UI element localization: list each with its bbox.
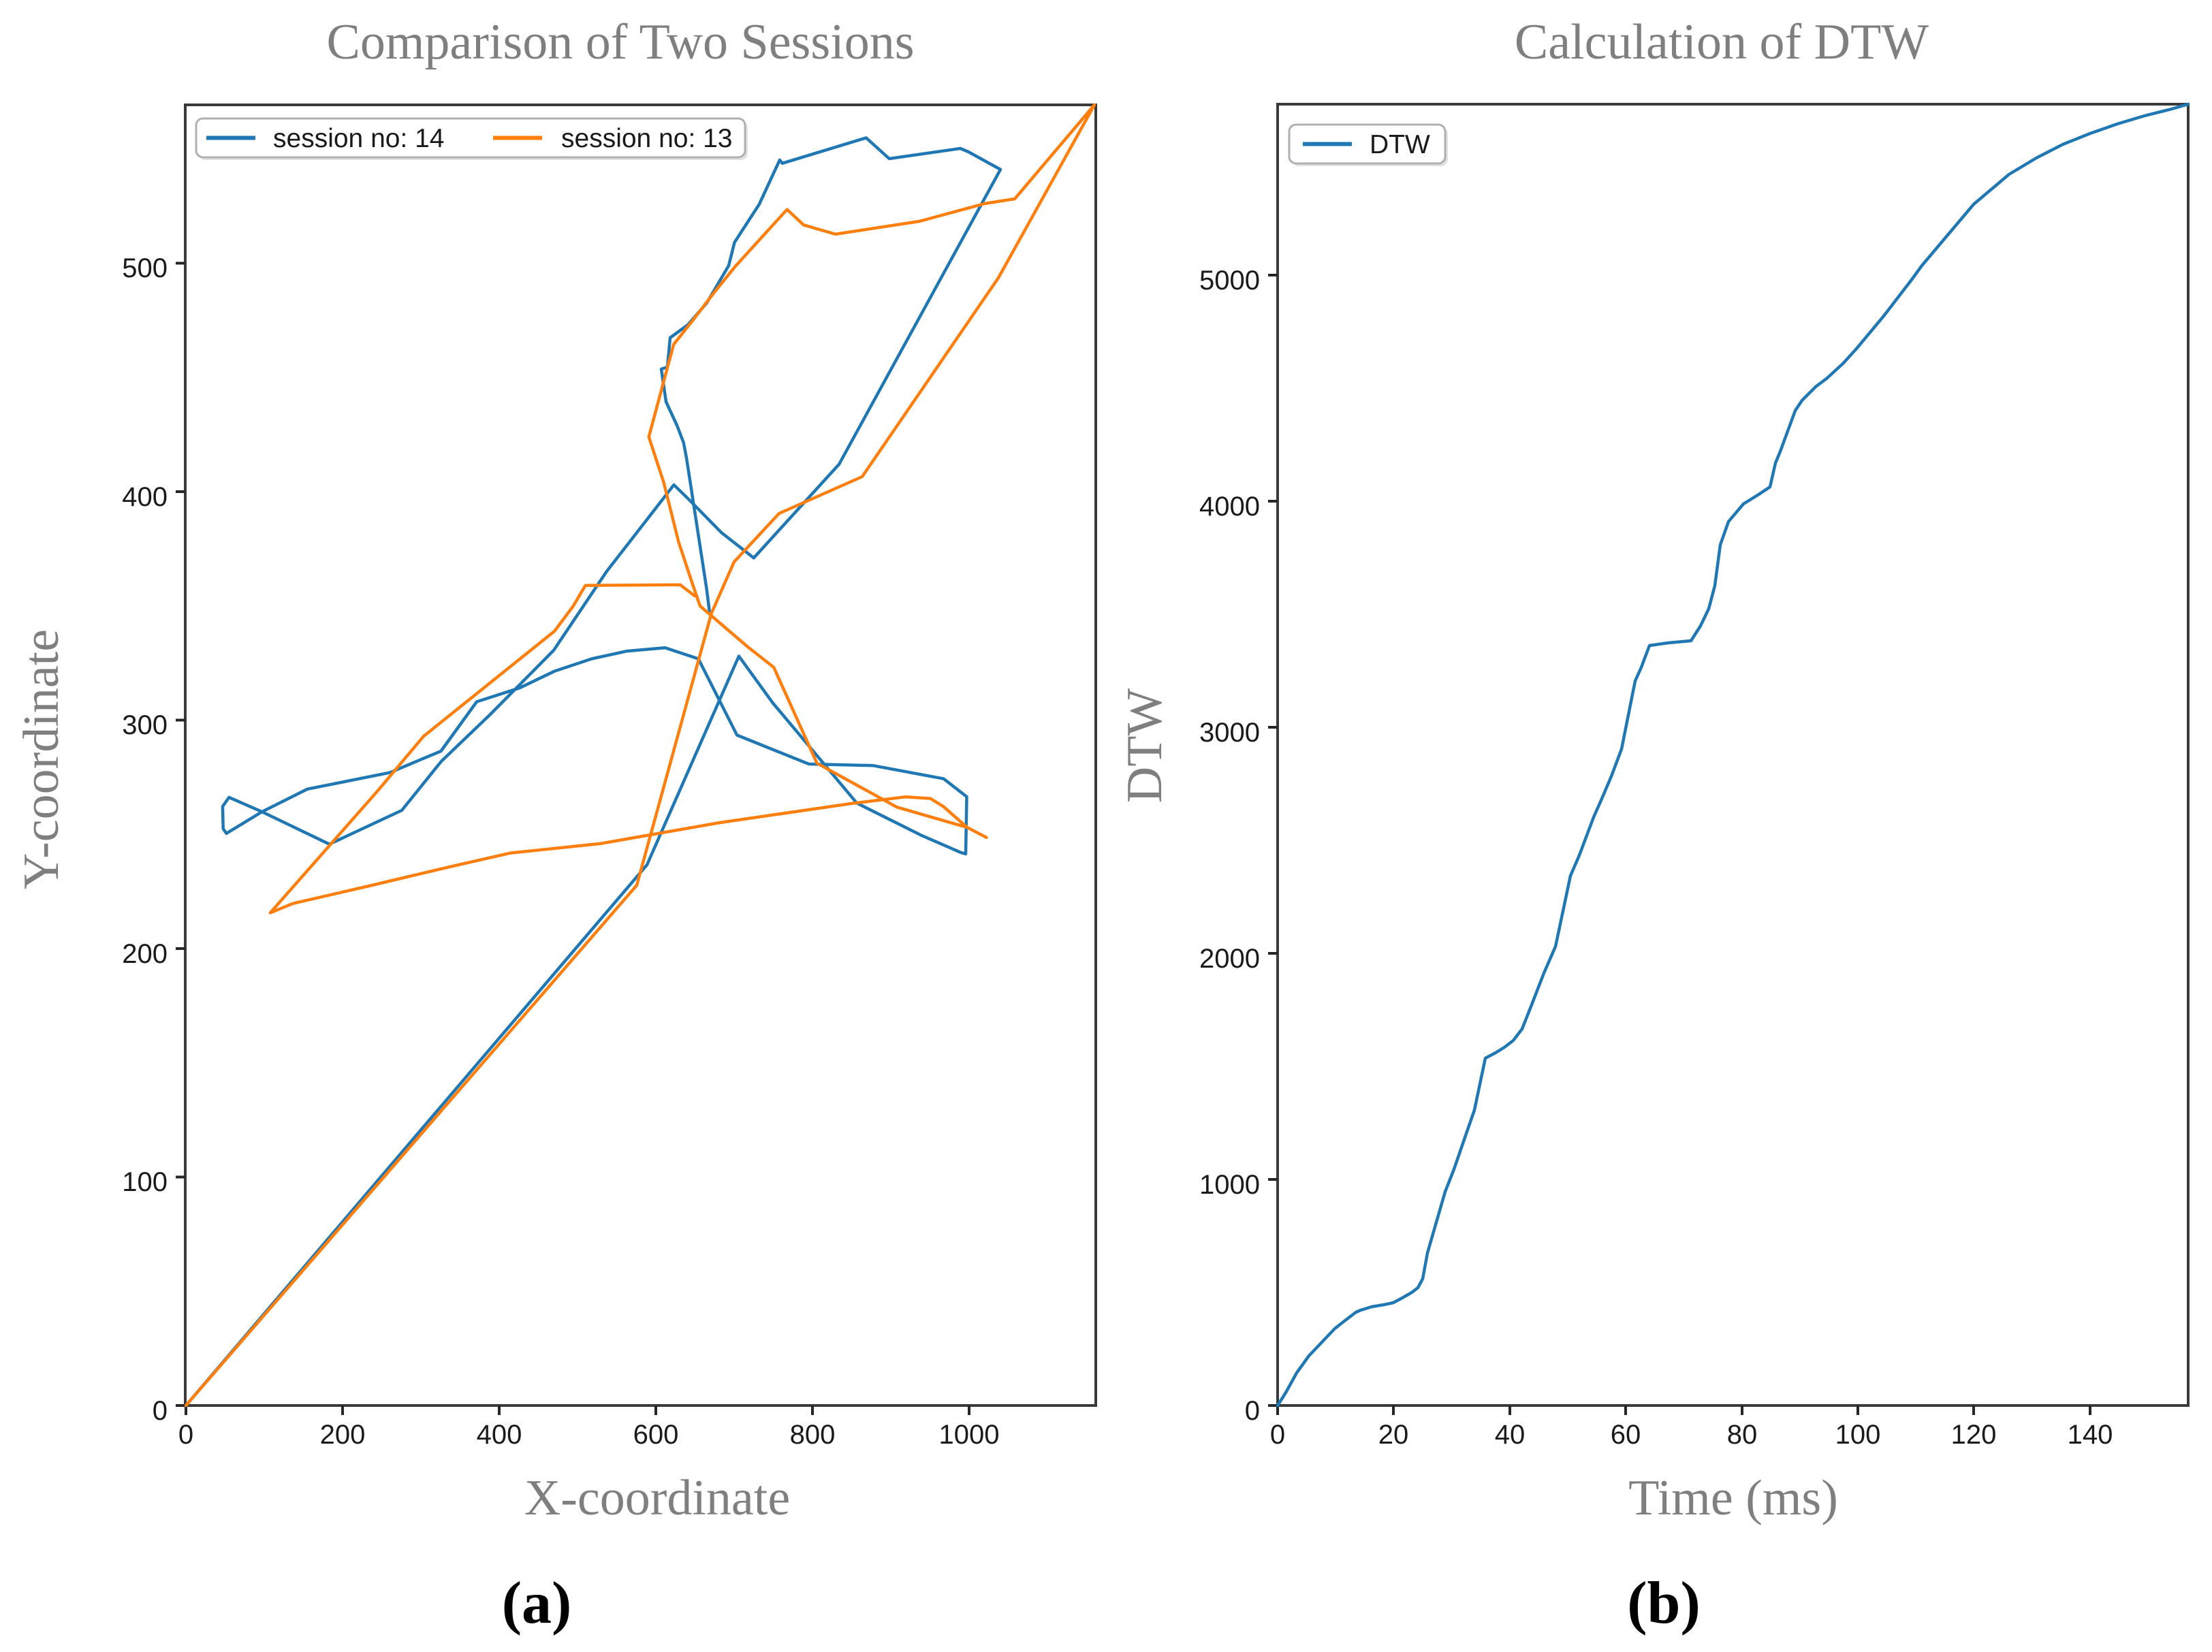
- svg-text:Y-coordinate: Y-coordinate: [14, 629, 69, 889]
- svg-text:2000: 2000: [1199, 944, 1260, 974]
- svg-text:100: 100: [122, 1167, 168, 1197]
- svg-text:20: 20: [1378, 1420, 1409, 1450]
- svg-text:Comparison of Two Sessions: Comparison of Two Sessions: [327, 14, 915, 70]
- svg-text:4000: 4000: [1199, 492, 1260, 522]
- svg-text:200: 200: [320, 1420, 366, 1450]
- svg-text:0: 0: [153, 1396, 168, 1426]
- svg-text:600: 600: [633, 1420, 679, 1450]
- svg-text:400: 400: [477, 1420, 522, 1450]
- svg-text:80: 80: [1727, 1420, 1758, 1450]
- svg-text:1000: 1000: [939, 1420, 1000, 1450]
- svg-text:DTW: DTW: [1370, 130, 1430, 159]
- svg-text:140: 140: [2068, 1420, 2113, 1450]
- svg-text:60: 60: [1611, 1420, 1641, 1450]
- svg-text:1000: 1000: [1199, 1170, 1260, 1200]
- svg-text:(b): (b): [1627, 1570, 1701, 1636]
- svg-text:5000: 5000: [1199, 266, 1260, 296]
- svg-text:200: 200: [122, 939, 168, 969]
- svg-text:Time (ms): Time (ms): [1628, 1470, 1838, 1526]
- svg-text:X-coordinate: X-coordinate: [524, 1470, 790, 1526]
- svg-text:100: 100: [1835, 1420, 1881, 1450]
- svg-text:800: 800: [790, 1420, 836, 1450]
- svg-text:session no: 13: session no: 13: [561, 124, 733, 153]
- svg-text:0: 0: [1245, 1396, 1260, 1426]
- svg-text:Calculation of DTW: Calculation of DTW: [1515, 14, 1929, 70]
- svg-text:40: 40: [1495, 1420, 1526, 1450]
- svg-text:(a): (a): [502, 1570, 572, 1636]
- svg-text:0: 0: [178, 1420, 193, 1450]
- svg-text:300: 300: [122, 710, 168, 740]
- svg-text:0: 0: [1270, 1420, 1285, 1450]
- svg-text:DTW: DTW: [1117, 688, 1173, 804]
- svg-text:500: 500: [122, 253, 168, 283]
- svg-text:session no: 14: session no: 14: [273, 124, 445, 153]
- svg-text:400: 400: [122, 482, 168, 512]
- svg-text:3000: 3000: [1199, 718, 1260, 748]
- svg-text:120: 120: [1951, 1420, 1997, 1450]
